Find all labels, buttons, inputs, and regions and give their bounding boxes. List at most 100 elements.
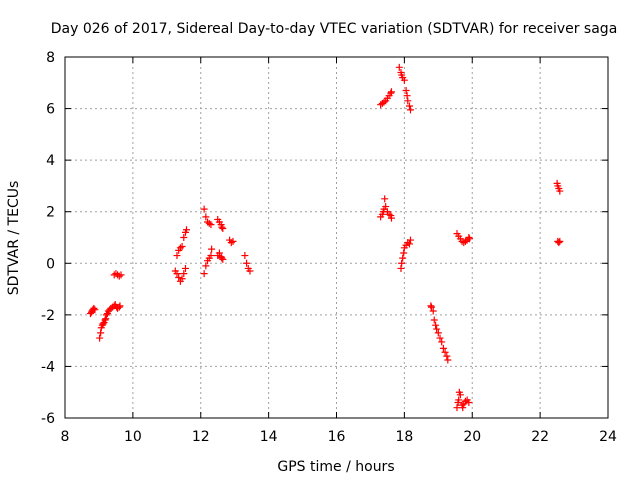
data-point xyxy=(430,316,438,324)
data-point xyxy=(465,399,473,407)
data-point xyxy=(400,76,408,84)
data-point xyxy=(207,221,215,229)
data-point xyxy=(101,316,109,324)
data-point xyxy=(180,234,188,241)
y-tick-label: 2 xyxy=(46,205,55,221)
y-tick-label: -4 xyxy=(41,359,55,375)
data-point xyxy=(218,254,226,262)
data-point xyxy=(466,235,474,243)
data-point xyxy=(555,239,563,247)
y-tick-label: 6 xyxy=(46,102,55,118)
data-point xyxy=(403,92,411,100)
data-point xyxy=(556,187,564,195)
data-point xyxy=(465,234,473,241)
data-point xyxy=(102,311,110,319)
data-point xyxy=(115,272,123,280)
data-point xyxy=(434,329,442,337)
gridlines xyxy=(65,57,608,418)
y-tick-label: 8 xyxy=(46,50,55,66)
data-point xyxy=(405,240,413,248)
data-point xyxy=(202,262,210,270)
data-point xyxy=(400,249,408,257)
data-point xyxy=(243,259,251,267)
data-point xyxy=(219,224,227,232)
data-point xyxy=(397,264,405,272)
data-point xyxy=(441,348,449,356)
data-point xyxy=(387,89,395,97)
data-point xyxy=(380,98,388,106)
data-point xyxy=(173,270,181,278)
data-point xyxy=(227,239,235,247)
chart-title: Day 026 of 2017, Sidereal Day-to-day VTE… xyxy=(51,21,618,37)
x-tick-label: 16 xyxy=(328,429,346,445)
data-point xyxy=(219,255,227,263)
data-point xyxy=(432,321,440,329)
data-point xyxy=(178,243,186,251)
x-tick-label: 8 xyxy=(61,429,70,445)
data-point xyxy=(428,303,436,311)
data-point xyxy=(402,87,410,95)
data-point xyxy=(461,237,469,245)
data-point xyxy=(175,273,183,281)
data-point xyxy=(461,397,469,405)
x-axis-label: GPS time / hours xyxy=(277,459,394,475)
data-point xyxy=(215,249,223,257)
data-point xyxy=(241,252,249,260)
data-point xyxy=(229,237,237,245)
data-point xyxy=(97,329,105,337)
data-point xyxy=(381,195,389,203)
x-tick-label: 22 xyxy=(531,429,549,445)
data-point xyxy=(200,205,208,213)
data-point xyxy=(443,352,451,360)
data-points xyxy=(86,63,564,412)
data-point xyxy=(117,271,125,279)
data-point xyxy=(455,396,463,404)
x-tick-label: 10 xyxy=(124,429,142,445)
data-point xyxy=(208,245,216,253)
data-point xyxy=(382,203,390,211)
data-point xyxy=(116,302,124,310)
data-point xyxy=(200,270,208,278)
x-tick-label: 14 xyxy=(260,429,278,445)
data-point xyxy=(205,219,213,227)
y-tick-label: 4 xyxy=(46,153,55,169)
x-tick-label: 12 xyxy=(192,429,210,445)
plot-frame xyxy=(64,56,609,419)
data-point xyxy=(218,223,226,231)
y-tick-label: -6 xyxy=(41,411,55,427)
data-point xyxy=(395,63,403,71)
data-point xyxy=(556,237,564,245)
data-point xyxy=(438,338,446,346)
data-point xyxy=(99,320,107,328)
data-point xyxy=(427,302,435,310)
data-point xyxy=(181,264,189,272)
data-point xyxy=(405,102,413,110)
data-point xyxy=(406,236,414,244)
x-tick-label: 20 xyxy=(463,429,481,445)
data-point xyxy=(207,252,215,260)
data-point xyxy=(246,267,254,275)
data-point xyxy=(387,214,395,222)
data-point xyxy=(433,325,441,333)
data-point xyxy=(385,210,393,218)
data-point xyxy=(429,307,437,315)
data-point xyxy=(202,213,210,221)
data-point xyxy=(398,259,406,267)
y-axis-label: SDTVAR / TECUs xyxy=(6,181,22,296)
y-tick-label: -2 xyxy=(41,308,55,324)
y-tick-label: 0 xyxy=(46,256,55,272)
data-point xyxy=(456,391,464,399)
x-tick-label: 18 xyxy=(395,429,413,445)
data-point xyxy=(444,356,452,364)
data-point xyxy=(406,106,414,114)
data-point xyxy=(439,344,447,352)
data-point xyxy=(436,334,444,342)
data-point xyxy=(96,334,104,342)
data-point xyxy=(115,303,123,311)
data-point xyxy=(387,88,395,96)
data-point xyxy=(176,244,184,252)
data-point xyxy=(399,254,407,262)
data-point xyxy=(404,97,412,105)
